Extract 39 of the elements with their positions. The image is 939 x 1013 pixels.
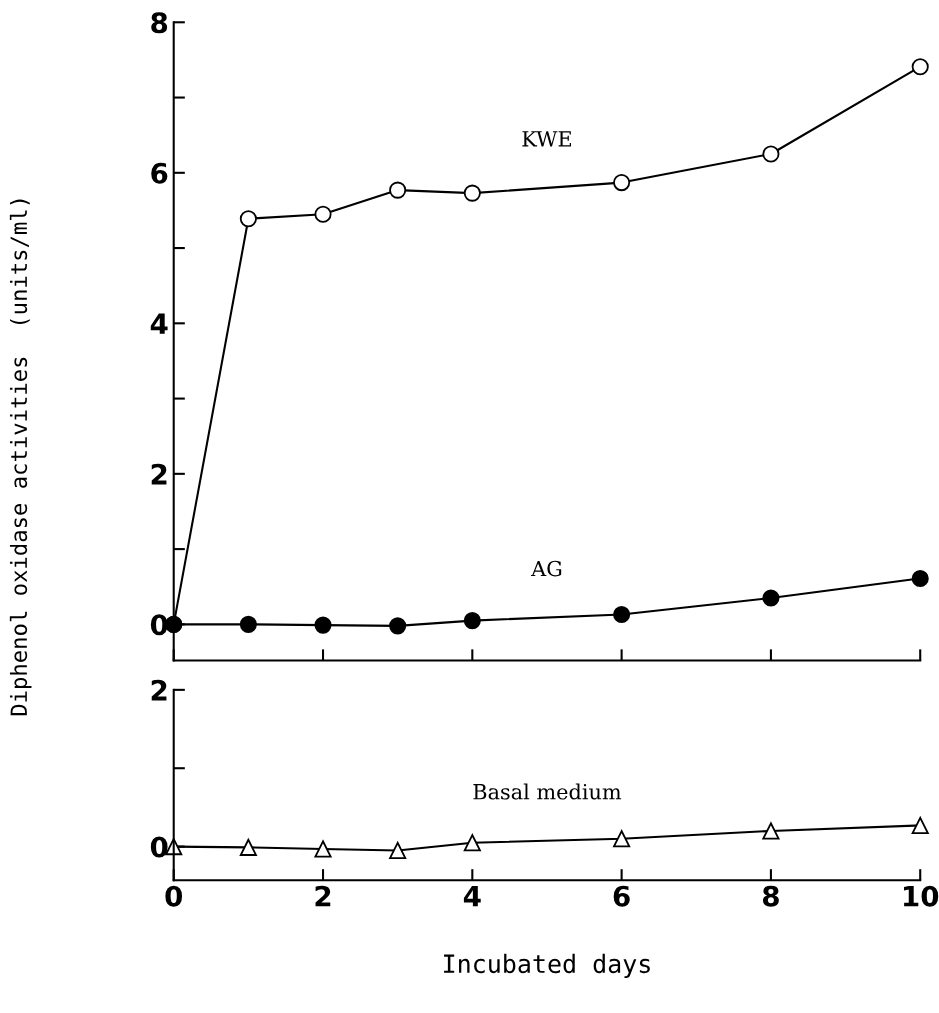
- y-tick-label: 2: [151, 679, 167, 701]
- point: [613, 606, 631, 624]
- point: [463, 184, 481, 202]
- point: [389, 181, 407, 199]
- series-label: KWE: [522, 131, 572, 147]
- x-tick-label: 6: [613, 885, 630, 907]
- point: [239, 210, 257, 228]
- point: [911, 816, 929, 834]
- y-tick-label: 0: [150, 614, 168, 636]
- point: [762, 589, 780, 607]
- series-label: AG: [531, 560, 562, 577]
- point: [613, 174, 631, 192]
- y-tick-label: 2: [151, 463, 167, 485]
- point: [389, 617, 407, 635]
- y-tick-label: 6: [151, 162, 168, 184]
- y-tick-label: 8: [151, 12, 168, 34]
- point: [239, 615, 257, 633]
- x-axis-title: Incubated days: [444, 953, 650, 979]
- point: [762, 145, 780, 163]
- point: [762, 822, 780, 840]
- x-tick-label: 0: [165, 885, 183, 907]
- y-axis-title: Diphenol oxidase activities (units/ml): [9, 199, 32, 716]
- x-tick-label: 2: [315, 885, 331, 907]
- point: [463, 612, 481, 630]
- y-tick-label: 4: [150, 313, 168, 334]
- point: [613, 830, 631, 848]
- point: [389, 841, 407, 860]
- point: [911, 58, 929, 76]
- point: [911, 569, 929, 587]
- point: [314, 616, 332, 634]
- x-tick-label: 10: [904, 885, 939, 907]
- series-label: Basal medium: [473, 783, 622, 800]
- x-tick-label: 8: [762, 885, 779, 907]
- point: [463, 834, 481, 852]
- point: [314, 205, 332, 223]
- y-tick-label: 0: [150, 836, 168, 858]
- x-tick-label: 4: [463, 886, 481, 907]
- point: [314, 840, 332, 858]
- point: [239, 838, 257, 856]
